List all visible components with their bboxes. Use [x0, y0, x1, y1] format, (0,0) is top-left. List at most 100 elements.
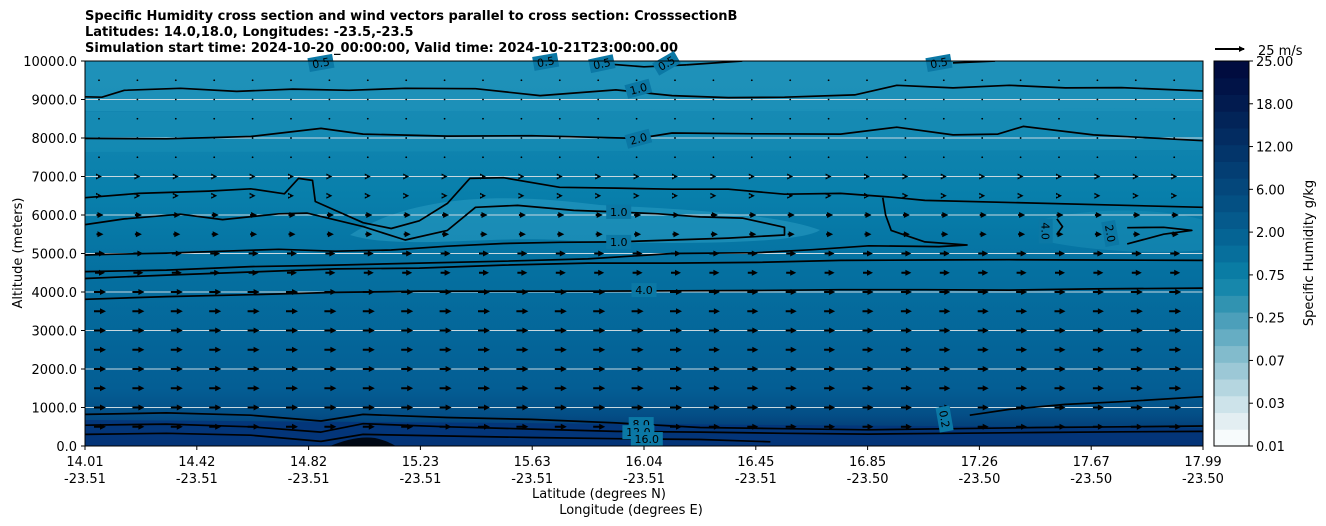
x-tick-label-latitude: 15.23	[402, 455, 439, 470]
wind-vector	[824, 308, 836, 315]
wind-vector	[672, 173, 678, 180]
wind-vector	[862, 289, 874, 295]
wind-vector	[785, 289, 797, 295]
wind-vector	[1169, 346, 1182, 353]
wind-vector	[1171, 212, 1179, 218]
colorbar-segment	[1214, 379, 1249, 397]
wind-vector	[902, 173, 909, 180]
wind-vector	[362, 308, 375, 315]
wind-vector	[1016, 385, 1028, 392]
wind-vector	[1096, 79, 1099, 82]
wind-vector	[95, 269, 105, 276]
wind-vector	[1096, 137, 1099, 139]
wind-vector	[554, 308, 567, 315]
wind-vector	[247, 308, 260, 315]
wind-vector	[1092, 404, 1104, 411]
wind-vector	[1130, 289, 1143, 295]
wind-vector	[1016, 366, 1028, 372]
wind-vector	[249, 173, 256, 180]
wind-vector	[251, 156, 254, 159]
wind-vector	[981, 117, 984, 120]
contour-label: 0.5	[311, 55, 330, 71]
wind-vector	[403, 173, 410, 180]
wind-vector	[824, 250, 835, 257]
colorbar-frame	[1213, 60, 1250, 447]
contour-label-background	[1101, 219, 1120, 248]
wind-vector	[862, 366, 874, 372]
y-axis: 0.0 1000.0 2000.0 3000.0 4000.0 5000.0 6000.0 7…	[23, 55, 85, 455]
wind-vector	[1170, 269, 1181, 276]
wind-vector	[287, 250, 297, 257]
wind-vector	[1019, 156, 1022, 159]
wind-vector	[900, 327, 912, 334]
wind-vector	[826, 212, 834, 218]
wind-vector	[173, 231, 181, 238]
wind-vector	[747, 423, 759, 430]
wind-vector	[827, 98, 830, 101]
wind-vector	[786, 250, 797, 257]
wind-vector	[405, 117, 408, 120]
wind-vector	[824, 366, 836, 372]
wind-vector	[95, 250, 105, 257]
wind-vector	[789, 156, 792, 159]
wind-vector	[939, 269, 950, 276]
wind-vector	[210, 250, 221, 257]
y-axis-label: Altitude (meters)	[11, 198, 26, 309]
wind-vector	[286, 385, 298, 392]
wind-vector	[366, 117, 369, 120]
wind-vector	[825, 173, 832, 180]
contour-line-1-0	[85, 84, 1203, 99]
wind-vector	[1130, 327, 1143, 334]
wind-vector	[670, 404, 682, 411]
wind-vector	[1169, 385, 1182, 392]
x-tick-label-latitude: 16.04	[625, 455, 662, 470]
x-tick-label-longitude: -23.50	[958, 472, 1000, 487]
colorbar-segment	[1214, 194, 1249, 213]
wind-vector	[977, 289, 989, 295]
wind-vector	[785, 366, 797, 372]
y-tick-label: 2000.0	[32, 363, 78, 378]
contour-line-0-5	[686, 61, 743, 66]
wind-vector	[1134, 98, 1137, 101]
wind-vector	[98, 117, 100, 120]
wind-vector	[1092, 385, 1104, 392]
wind-vector	[290, 98, 292, 101]
wind-vector	[672, 231, 680, 238]
wind-vector	[324, 346, 337, 353]
colorbar-tick-label: 6.00	[1256, 183, 1285, 198]
mid-moist-band	[85, 108, 1203, 152]
wind-vector	[1092, 308, 1104, 315]
wind-vector	[595, 212, 603, 218]
wind-vector	[554, 404, 567, 411]
wind-vector	[1016, 308, 1028, 315]
wind-vector	[328, 98, 331, 101]
wind-vector	[785, 423, 797, 430]
wind-vector	[478, 308, 490, 315]
wind-vector	[748, 173, 755, 180]
x-tick-label-latitude: 17.26	[961, 455, 998, 470]
wind-vector	[785, 385, 797, 392]
chart-title-line-3: Simulation start time: 2024-10-20_00:00:…	[85, 41, 678, 56]
wind-vector	[136, 79, 139, 82]
wind-vector	[478, 346, 490, 353]
wind-vector	[1134, 156, 1137, 159]
wind-vector	[557, 212, 565, 218]
wind-vector	[1131, 250, 1142, 257]
wind-vector	[443, 117, 446, 120]
wind-vector	[942, 98, 945, 101]
wind-vector	[708, 346, 720, 353]
wind-vector	[441, 192, 448, 199]
wind-vector	[1169, 404, 1182, 411]
colorbar-segment	[1214, 61, 1249, 79]
wind-vector	[1212, 99, 1214, 101]
colorbar-tick-label: 0.25	[1256, 312, 1285, 327]
wind-vector	[674, 156, 676, 159]
colorbar-segment	[1214, 429, 1249, 447]
wind-vector	[594, 269, 605, 276]
wind-vector	[439, 327, 452, 334]
wind-vector	[1054, 346, 1066, 353]
chart-title-line-2: Latitudes: 14.0,18.0, Longitudes: -23.5,…	[85, 25, 414, 40]
y-tick-label: 8000.0	[32, 132, 78, 147]
dry-layer-patch-east	[1040, 210, 1203, 252]
wind-vector	[209, 385, 222, 392]
